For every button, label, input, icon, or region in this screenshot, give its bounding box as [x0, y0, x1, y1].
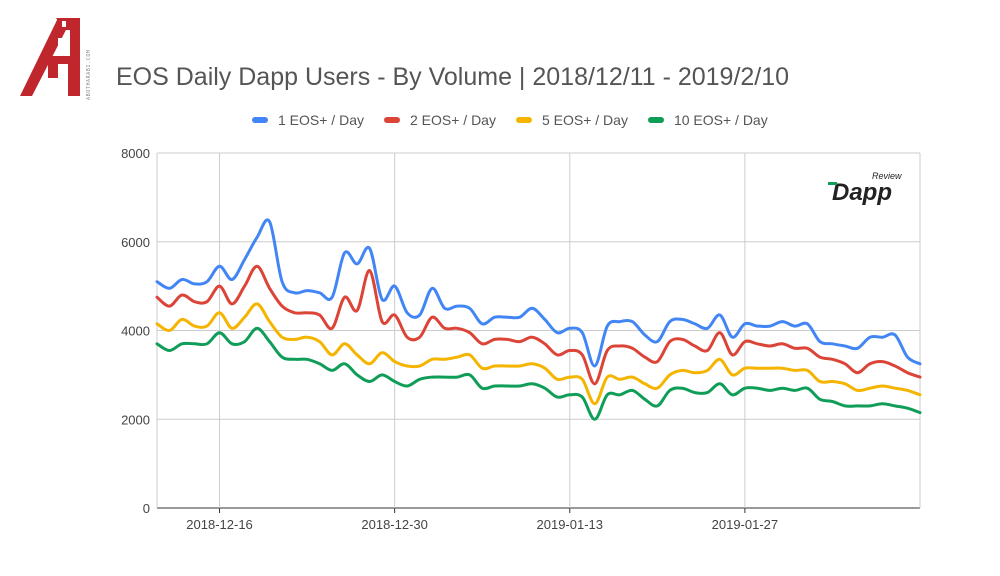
- badge-brand: Dapp: [832, 179, 892, 206]
- x-tick-label: 2018-12-16: [186, 517, 253, 532]
- series-line-2-eos: [155, 264, 922, 386]
- legend-label: 1 EOS+ / Day: [278, 112, 364, 128]
- legend-swatch: [515, 117, 532, 123]
- series-line-10-eos: [155, 326, 922, 421]
- series-line-5-eos: [155, 302, 922, 406]
- legend-swatch: [383, 117, 400, 123]
- badge-accent: [828, 182, 837, 185]
- chart-title: EOS Daily Dapp Users - By Volume | 2018/…: [116, 63, 790, 91]
- legend-swatch: [647, 117, 664, 123]
- y-tick-label: 4000: [121, 324, 150, 339]
- y-tick-label: 6000: [121, 235, 150, 250]
- series-line-1-eos: [155, 218, 922, 368]
- legend-item-10-eos: 10 EOS+ / Day: [647, 112, 768, 128]
- y-tick-label: 2000: [121, 412, 150, 427]
- y-tick-label: 8000: [121, 146, 150, 161]
- x-tick-label: 2019-01-13: [537, 517, 604, 532]
- badge-sub: Review: [872, 171, 902, 181]
- site-logo: [20, 18, 80, 96]
- legend-label: 2 EOS+ / Day: [409, 112, 496, 128]
- legend-item-1-eos: 1 EOS+ / Day: [252, 112, 364, 128]
- legend-label: 10 EOS+ / Day: [673, 112, 768, 128]
- legend-swatch: [252, 117, 268, 123]
- legend-item-2-eos: 2 EOS+ / Day: [383, 112, 496, 128]
- legend-item-5-eos: 5 EOS+ / Day: [515, 112, 628, 128]
- dapp-review-badge: Review Dapp: [828, 171, 902, 206]
- x-tick-label: 2018-12-30: [361, 517, 428, 532]
- x-tick-label: 2019-01-27: [712, 517, 779, 532]
- chart-legend: 1 EOS+ / Day 2 EOS+ / Day 5 EOS+ / Day 1…: [252, 112, 788, 128]
- y-tick-label: 0: [143, 501, 150, 516]
- legend-label: 5 EOS+ / Day: [541, 112, 628, 128]
